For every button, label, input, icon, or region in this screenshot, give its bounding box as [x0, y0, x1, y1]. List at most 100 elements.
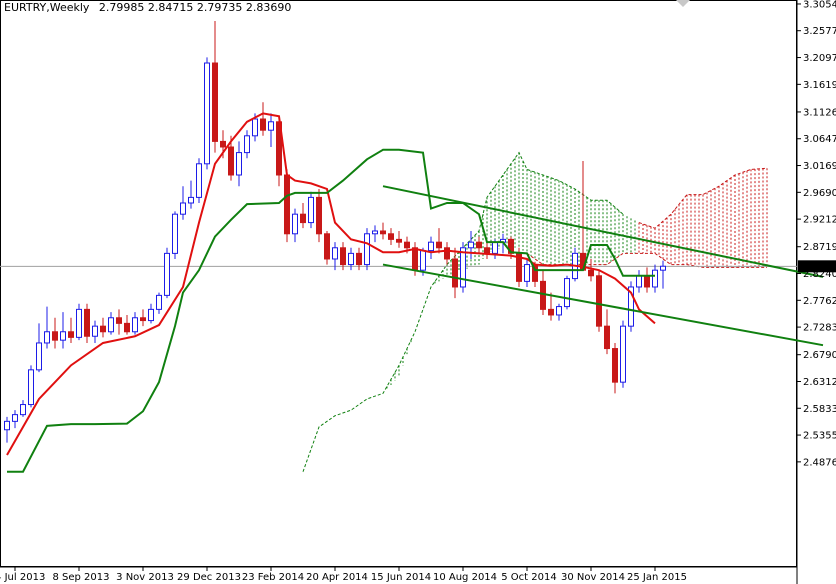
candle-body — [180, 202, 186, 215]
y-tick-label: 2.58335 — [803, 404, 836, 415]
y-tick-label: 3.20975 — [803, 53, 836, 64]
candle-body — [660, 265, 666, 271]
candle-body — [316, 196, 322, 235]
x-tick-label: 3 Nov 2013 — [116, 572, 174, 583]
x-tick-label: 8 Sep 2013 — [52, 572, 109, 583]
x-tick-label: 25 Jan 2015 — [627, 572, 687, 583]
y-tick-label: 2.53550 — [803, 431, 836, 442]
x-tick-label: 30 Nov 2014 — [561, 572, 625, 583]
candle-body — [308, 196, 314, 224]
candle-body — [44, 331, 50, 344]
candle-body — [76, 308, 82, 338]
senkou-span-b-line — [526, 252, 767, 268]
candle-body — [92, 325, 98, 337]
x-tick-label: 5 Oct 2014 — [501, 572, 556, 583]
x-tick-label: 23 Feb 2014 — [242, 572, 304, 583]
candle-body — [452, 258, 458, 288]
candle-body — [36, 342, 42, 371]
y-tick-label: 3.25770 — [803, 26, 836, 37]
candle-body — [540, 280, 546, 310]
candle-body — [460, 247, 466, 288]
price-axis: 3.30545 3.25770 3.20975 3.16190 3.11260 3.064… — [797, 0, 836, 468]
y-tick-label: 2.48765 — [803, 457, 836, 468]
y-tick-label: 2.87190 — [803, 242, 836, 253]
candle-body — [404, 241, 410, 249]
candle-body — [132, 317, 138, 333]
candle-body — [428, 241, 434, 252]
candle-body — [364, 233, 370, 266]
candle-body — [84, 308, 90, 337]
candle-body — [652, 269, 658, 288]
candle-body — [628, 286, 634, 327]
candle-body — [604, 325, 610, 350]
kijun-sen-line — [7, 148, 655, 473]
candle-body — [324, 233, 330, 260]
candle-body — [596, 275, 602, 327]
candle-body — [300, 213, 306, 224]
y-tick-label: 2.72835 — [803, 323, 836, 334]
candle-body — [68, 331, 74, 338]
candle-body — [636, 275, 642, 288]
y-tick-label: 2.77620 — [803, 296, 836, 307]
candle-body — [244, 135, 250, 154]
y-tick-label: 2.67905 — [803, 350, 836, 361]
candle-body — [228, 146, 234, 176]
candle-body — [188, 196, 194, 204]
chart-title: EURTRY,Weekly 2.79985 2.84715 2.79735 2.… — [4, 1, 291, 14]
ohlc-values: 2.79985 2.84715 2.79735 2.83690 — [99, 1, 291, 14]
current-price-tag — [798, 260, 836, 273]
candle-body — [644, 275, 650, 288]
y-tick-label: 3.11260 — [803, 107, 836, 118]
candle-body — [420, 250, 426, 271]
candle-body — [108, 317, 114, 333]
candle-body — [356, 252, 362, 266]
channel-lower-line — [382, 263, 824, 347]
candle-body — [436, 241, 442, 249]
candle-body — [172, 213, 178, 254]
candle-body — [548, 308, 554, 316]
candle-body — [444, 247, 450, 260]
candle-body — [148, 308, 154, 322]
y-tick-label: 2.63120 — [803, 377, 836, 388]
candle-body — [124, 322, 130, 333]
candle-body — [412, 247, 418, 271]
candle-body — [12, 414, 18, 422]
y-tick-label: 2.96905 — [803, 188, 836, 199]
candle-body — [556, 306, 562, 316]
x-tick-label: 29 Dec 2013 — [177, 572, 241, 583]
candle-body — [372, 230, 378, 235]
candle-body — [60, 331, 66, 341]
candle-body — [492, 241, 498, 254]
scroll-marker-icon[interactable] — [676, 0, 690, 7]
y-tick-label: 3.16190 — [803, 80, 836, 91]
senkou-span-a-line — [302, 151, 624, 472]
x-tick-label: 10 Aug 2014 — [433, 572, 497, 583]
candle-body — [252, 118, 258, 137]
x-tick-label: 20 Apr 2014 — [306, 572, 368, 583]
candle-body — [388, 233, 394, 240]
candle-body — [468, 241, 474, 249]
x-tick-label: 15 Jun 2014 — [371, 572, 431, 583]
current-price-label: 2.83690 — [801, 262, 836, 273]
y-tick-label: 2.92120 — [803, 215, 836, 226]
candle-body — [156, 294, 162, 310]
plot-frame — [0, 0, 797, 567]
x-tick-label: 14 Jul 2013 — [0, 572, 45, 583]
candle-body — [348, 252, 354, 266]
candle-body — [564, 278, 570, 308]
indicator-lines — [6, 112, 824, 473]
candle-body — [260, 118, 266, 131]
candle-body — [268, 121, 274, 131]
candle-body — [196, 163, 202, 198]
candle-body — [612, 348, 618, 383]
candle-body — [100, 325, 106, 333]
channel-upper-line — [382, 185, 824, 278]
candle-body — [28, 369, 34, 406]
ichimoku-cloud — [302, 151, 768, 472]
candle-body — [204, 62, 210, 165]
candle-body — [508, 238, 514, 254]
candle-body — [332, 247, 338, 260]
candle-body — [380, 230, 386, 235]
